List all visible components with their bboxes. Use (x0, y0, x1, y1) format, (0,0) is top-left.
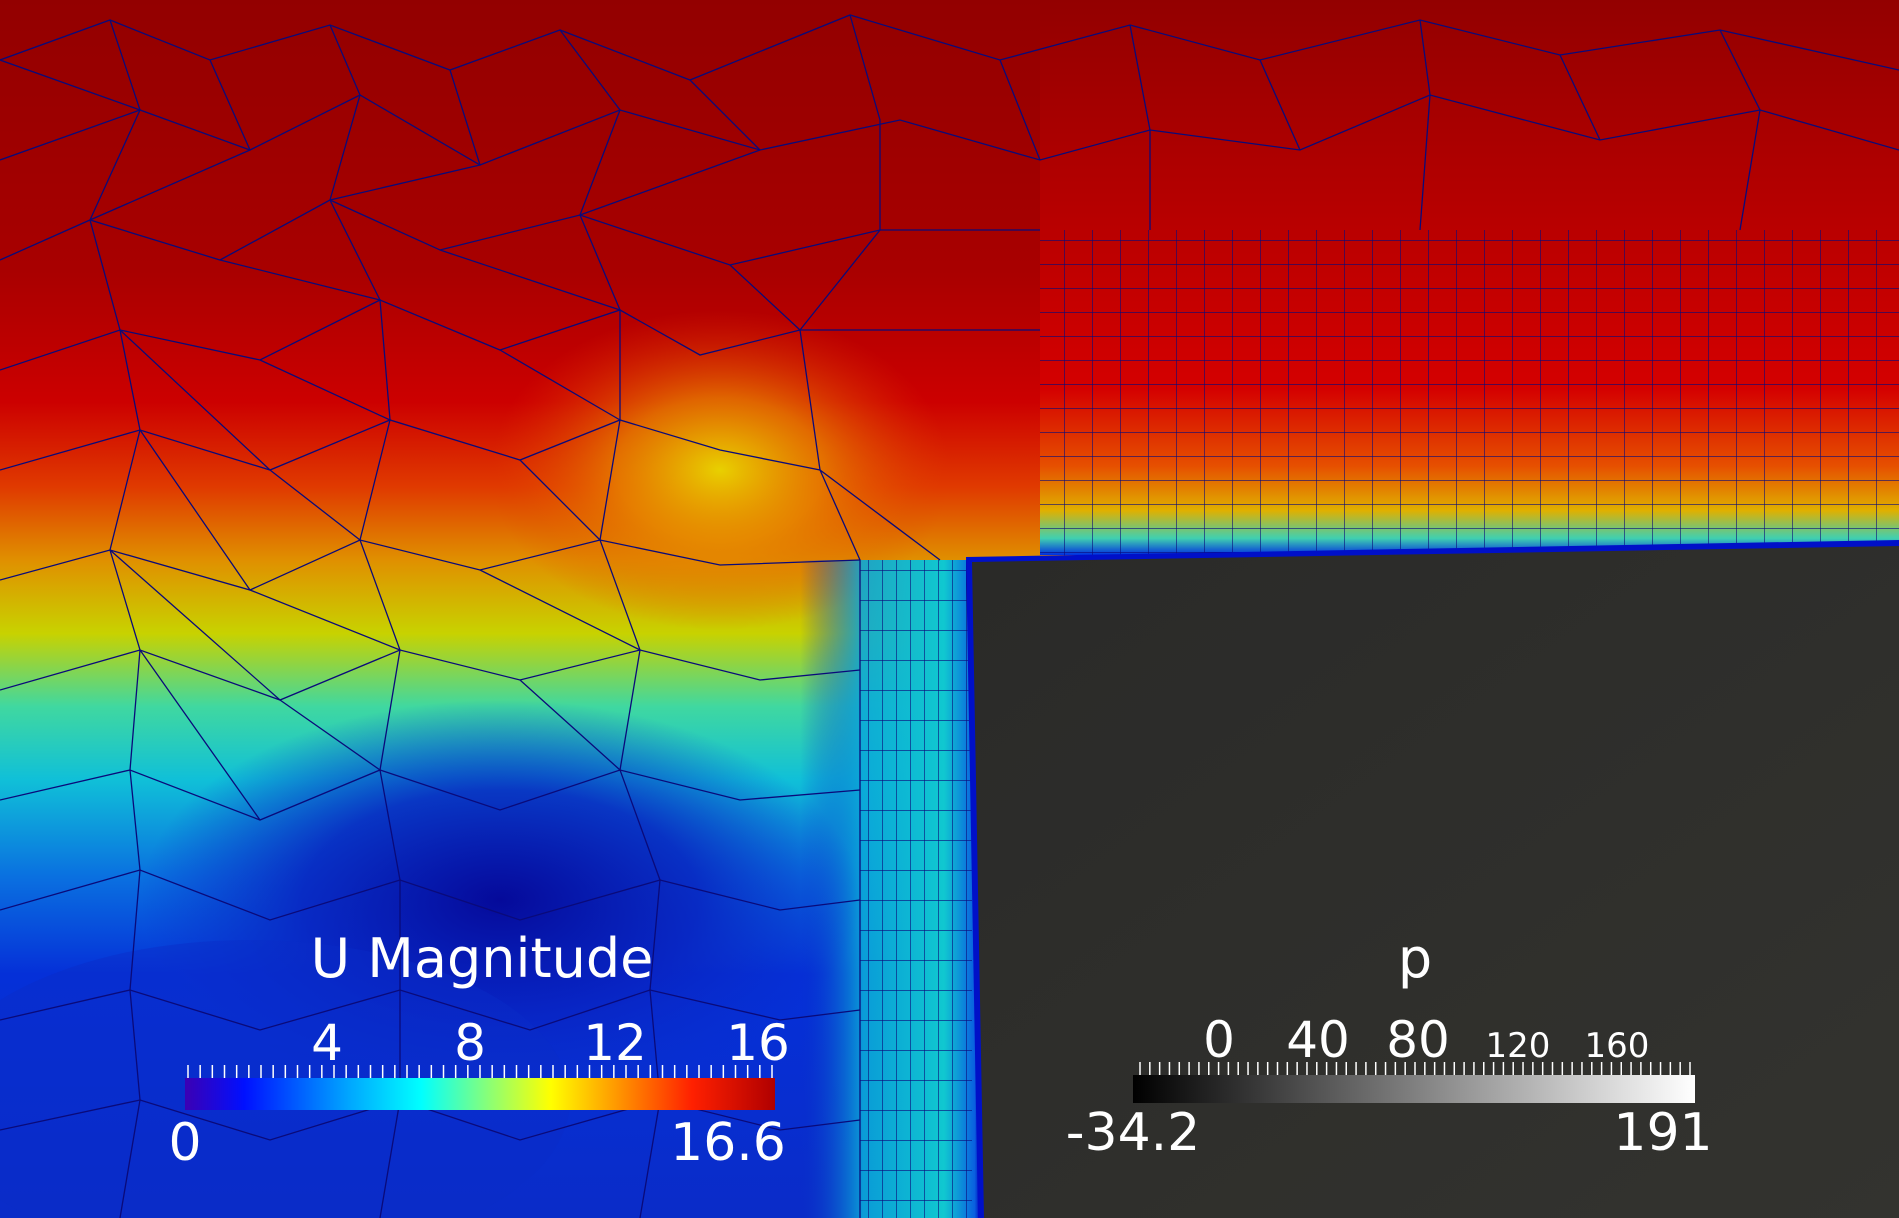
u-tick-4: 4 (311, 1014, 343, 1072)
u-max-label: 16.6 (670, 1113, 786, 1173)
u-magnitude-legend: U Magnitude 4 8 12 16 0 16.6 (168, 927, 789, 1173)
p-tick-120: 120 (1486, 1026, 1551, 1066)
p-legend-title: p (1398, 927, 1432, 990)
u-tick-12: 12 (583, 1014, 647, 1072)
obstacle-solid (966, 540, 1899, 1218)
p-colorbar (1133, 1075, 1695, 1103)
u-colorbar (185, 1078, 775, 1110)
p-min-label: -34.2 (1066, 1103, 1201, 1163)
p-legend-minor-ticks (1139, 1062, 1691, 1075)
p-tick-80: 80 (1386, 1011, 1450, 1069)
p-legend-ticks: 0 40 80 120 160 (1203, 1011, 1649, 1069)
mesh-wireframe (0, 14, 1899, 1218)
p-legend: p 0 40 80 120 160 -34.2 191 (1066, 927, 1713, 1163)
u-tick-8: 8 (454, 1014, 486, 1072)
p-max-label: 191 (1613, 1103, 1712, 1163)
p-tick-40: 40 (1286, 1011, 1350, 1069)
u-legend-ticks: 4 8 12 16 (311, 1014, 790, 1072)
p-tick-160: 160 (1585, 1026, 1650, 1066)
u-legend-title: U Magnitude (311, 927, 654, 990)
p-tick-0: 0 (1203, 1011, 1235, 1069)
u-min-label: 0 (168, 1113, 201, 1173)
u-legend-minor-ticks (187, 1065, 773, 1078)
u-tick-16: 16 (726, 1014, 790, 1072)
